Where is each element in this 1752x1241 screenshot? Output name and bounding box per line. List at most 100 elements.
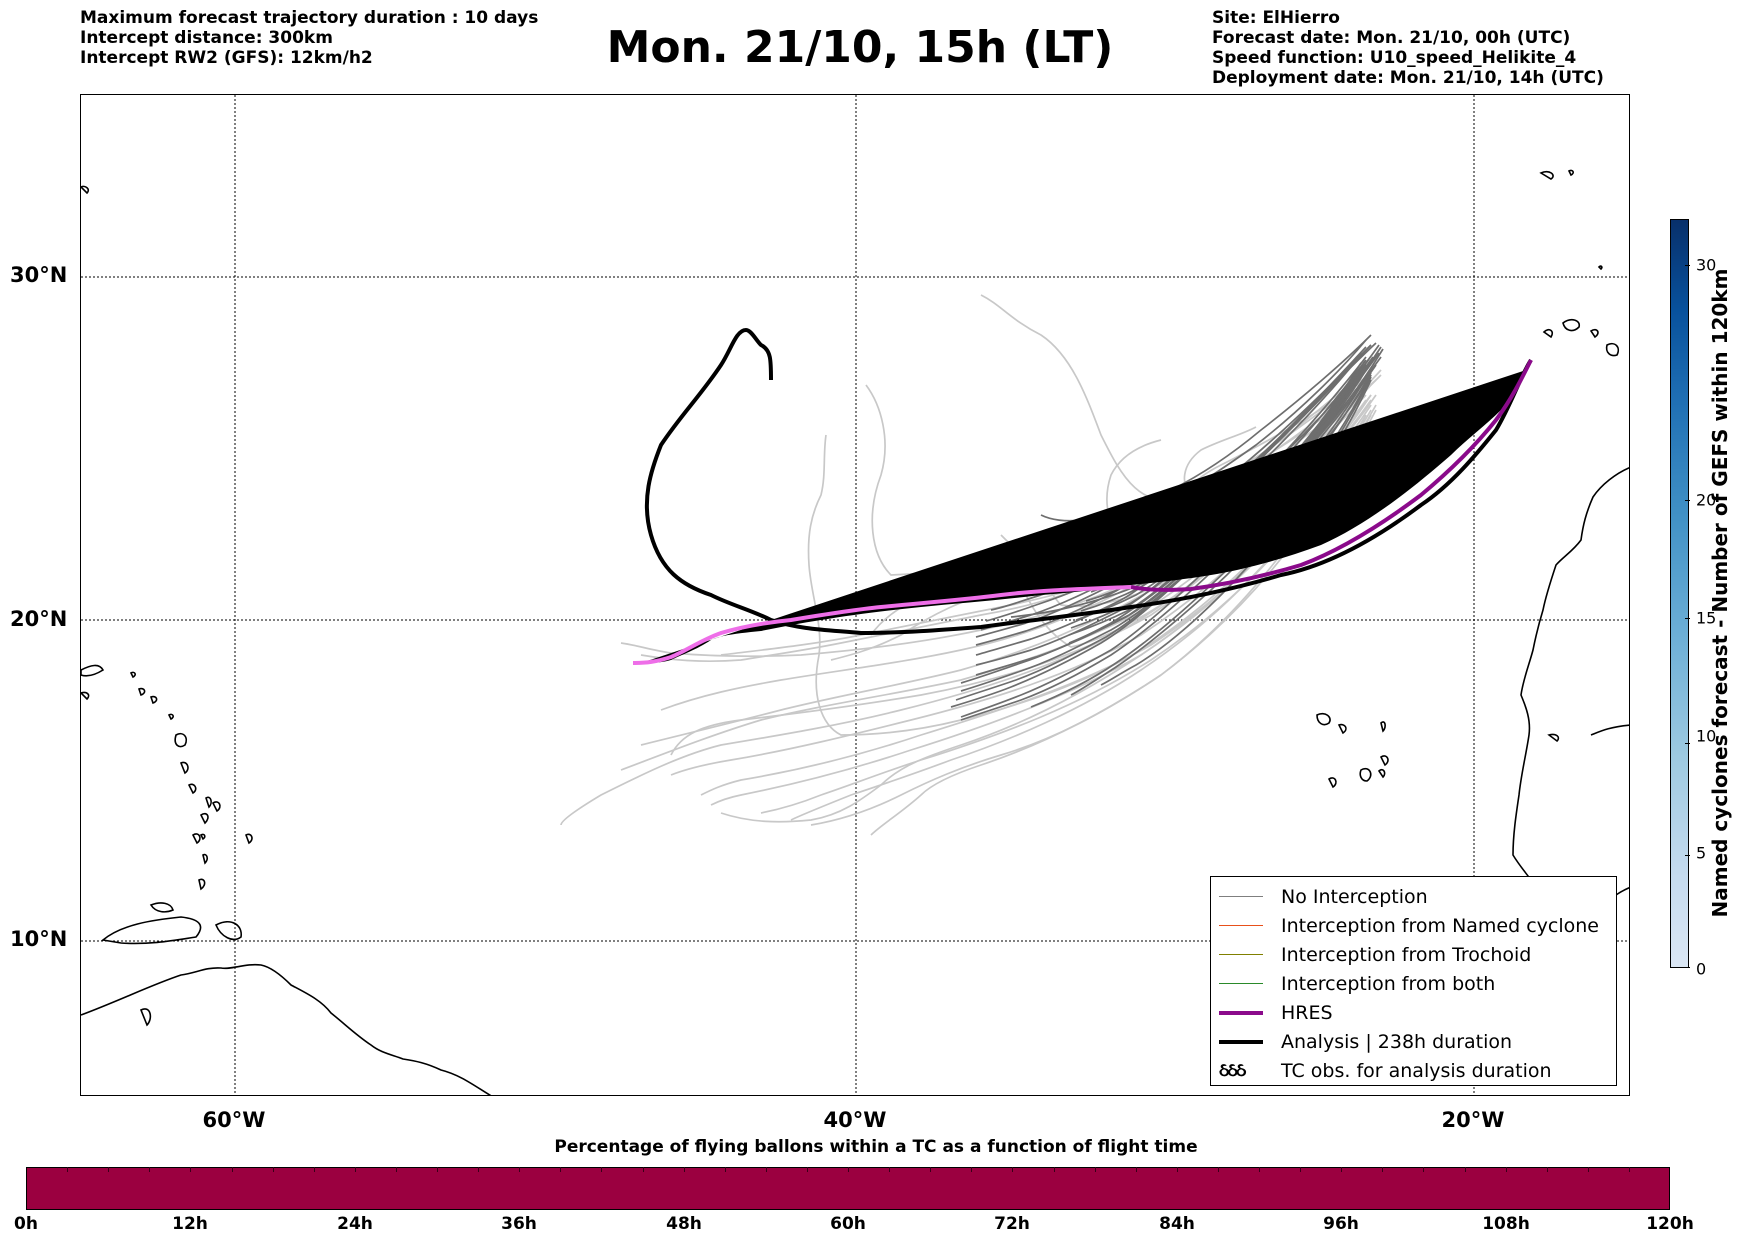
bottom-colorbar-tickmark [1546,1167,1548,1172]
colorbar-tick-15: 15 [1696,608,1717,628]
legend-label: TC obs. for analysis duration [1281,1059,1552,1082]
colorbar-tickmark [1685,967,1690,968]
bottom-colorbar-tickmark [601,1167,603,1172]
legend-label: Interception from both [1281,972,1496,995]
map-canvas [81,95,1629,1095]
bottom-colorbar-tickmark [190,1167,192,1172]
bottom-colorbar-tickmark [108,1167,110,1172]
cyclone-symbol-icon: ઠઠઠ [1219,1060,1246,1081]
legend-label: Interception from Named cyclone [1281,914,1599,937]
bottom-colorbar-tickmark [1053,1167,1055,1172]
bottom-colorbar-tickmark [1012,1167,1014,1172]
colorbar-tick-30: 30 [1696,255,1717,275]
max-duration-text: Maximum forecast trajectory duration : 1… [80,8,539,28]
bottom-colorbar-tickmark [683,1167,685,1172]
bottom-tick-24h: 24h [337,1214,373,1234]
bottom-colorbar-tickmark [272,1167,274,1172]
legend-item-hres: HRES [1219,998,1608,1027]
legend-swatch [1219,1006,1263,1020]
bottom-colorbar-tickmark [930,1167,932,1172]
map-legend: No Interception Interception from Named … [1210,876,1617,1086]
colorbar-tickmark [1685,743,1690,744]
bottom-colorbar-tickmark [1628,1167,1630,1172]
bottom-colorbar-tickmark [1382,1167,1384,1172]
bottom-colorbar-tickmark [1423,1167,1425,1172]
bottom-tick-120h: 120h [1646,1214,1694,1234]
legend-swatch [1219,1035,1263,1049]
coastlines [81,169,1629,1095]
lat-label-10n: 10°N [10,927,68,951]
intercept-distance-text: Intercept distance: 300km [80,28,333,48]
legend-line-olive [1219,954,1263,955]
legend-label: Interception from Trochoid [1281,943,1532,966]
bottom-colorbar-tickmark [1094,1167,1096,1172]
header-right-info: Site: ElHierro Forecast date: Mon. 21/10… [1212,8,1604,88]
bottom-tick-48h: 48h [666,1214,702,1234]
bottom-tick-96h: 96h [1323,1214,1359,1234]
colorbar-tickmark [1685,500,1690,501]
legend-item-no-interception: No Interception [1219,882,1608,911]
cyclone-count-colorbar [1670,219,1689,968]
bottom-colorbar-tickmark [560,1167,562,1172]
legend-label: No Interception [1281,885,1428,908]
map-panel[interactable] [80,94,1630,1096]
bottom-colorbar-tickmark [354,1167,356,1172]
bottom-colorbar-title: Percentage of flying ballons within a TC… [554,1137,1198,1157]
bottom-colorbar-tickmark [1341,1167,1343,1172]
bottom-colorbar-tickmark [1300,1167,1302,1172]
legend-line-orange [1219,925,1263,926]
legend-line-green [1219,983,1263,984]
colorbar-tickmark [1685,265,1690,266]
hres-overlay [632,359,1533,665]
bottom-colorbar-tickmark [724,1167,726,1172]
bottom-colorbar-tickmark [1217,1167,1219,1172]
legend-item-tc-obs: ઠઠઠ TC obs. for analysis duration [1219,1056,1608,1085]
bottom-colorbar-tickmark [1464,1167,1466,1172]
flight-time-colorbar [26,1167,1670,1210]
bottom-colorbar-tickmark [67,1167,69,1172]
bottom-tick-0h: 0h [14,1214,38,1234]
legend-label: Analysis | 238h duration [1281,1030,1513,1053]
lat-label-20n: 20°N [10,607,68,631]
legend-item-both: Interception from both [1219,969,1608,998]
bottom-colorbar-tickmark [313,1167,315,1172]
legend-item-trochoid: Interception from Trochoid [1219,940,1608,969]
legend-swatch [1219,919,1263,933]
colorbar-tick-20: 20 [1696,490,1717,510]
bottom-tick-72h: 72h [994,1214,1030,1234]
bottom-colorbar-tickmark [1135,1167,1137,1172]
bottom-colorbar-tickmark [889,1167,891,1172]
page-title: Mon. 21/10, 15h (LT) [606,22,1114,73]
legend-line-grey [1219,896,1263,897]
bottom-colorbar-tickmark [848,1167,849,1172]
legend-swatch [1219,890,1263,904]
bottom-colorbar-tickmark [642,1167,644,1172]
bottom-colorbar-tickmark [149,1167,151,1172]
bottom-colorbar-tickmark [1259,1167,1260,1172]
lon-label-40w: 40°W [823,1108,887,1132]
legend-item-analysis: Analysis | 238h duration [1219,1027,1608,1056]
lon-label-20w: 20°W [1441,1108,1505,1132]
intercept-rw2-text: Intercept RW2 (GFS): 12km/h2 [80,48,373,68]
colorbar-tickmark [1685,855,1690,856]
legend-item-named-cyclone: Interception from Named cyclone [1219,911,1608,940]
bottom-tick-12h: 12h [172,1214,208,1234]
legend-label: HRES [1281,1001,1333,1024]
legend-line-purple [1219,1010,1263,1015]
bottom-colorbar-tickmark [519,1167,521,1172]
lon-label-60w: 60°W [202,1108,266,1132]
colorbar-tickmark [1685,618,1690,619]
hres-trajectory [641,370,1526,663]
bottom-tick-60h: 60h [830,1214,866,1234]
bottom-colorbar-tickmark [395,1167,397,1172]
colorbar-tick-0: 0 [1696,959,1707,979]
bottom-colorbar-tickmark [1505,1167,1507,1172]
site-text: Site: ElHierro [1212,8,1340,28]
forecast-date-text: Forecast date: Mon. 21/10, 00h (UTC) [1212,28,1571,48]
bottom-colorbar-tickmark [971,1167,973,1172]
header-left-info: Maximum forecast trajectory duration : 1… [80,8,538,68]
bottom-colorbar-tickmark [806,1167,808,1172]
bottom-tick-108h: 108h [1482,1214,1530,1234]
legend-swatch [1219,948,1263,962]
bottom-colorbar-tickmark [1587,1167,1589,1172]
